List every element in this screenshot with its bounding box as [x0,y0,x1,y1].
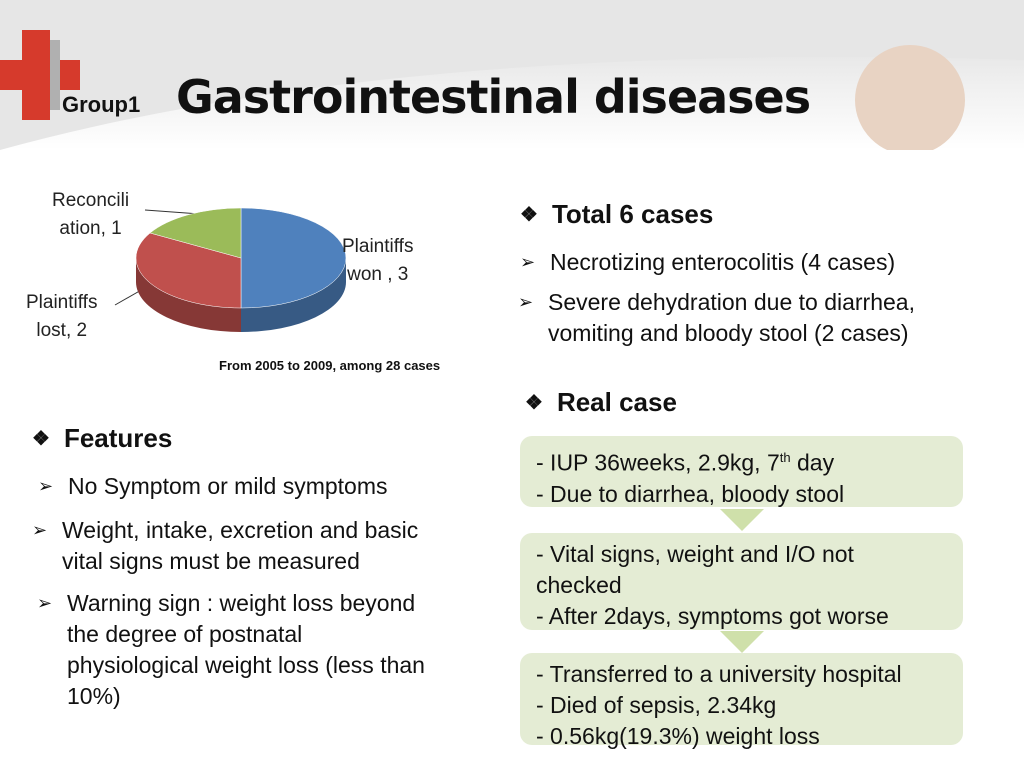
case-box: - IUP 36weeks, 2.9kg, 7th day - Due to di… [520,436,963,507]
pie-label: Plaintiffs won , 3 [342,236,414,285]
case-text: - IUP 36weeks, 2.9kg, 7 [536,449,780,476]
section-heading: Real case [525,387,677,418]
pie-label: Reconcili ation, 1 [52,190,130,239]
case-text: - Due to diarrhea, bloody stool [536,480,845,507]
pie-side [136,258,241,332]
chart-note: From 2005 to 2009, among 28 cases [219,358,441,373]
pie-slice [240,207,347,309]
pie-chart [114,207,347,332]
header-band: Group1 Gastrointestinal diseases [0,0,1024,150]
case-text: - Vital signs, weight and I/O not checke… [536,541,889,629]
flow-arrow [720,631,764,653]
swoosh [0,0,1024,150]
section-heading: Total 6 cases [520,199,713,230]
case-box: - Transferred to a university hospital -… [520,653,963,749]
pie-label: Plaintiffs lost, 2 [26,292,98,341]
bullet: Necrotizing enterocolitis (4 cases) [520,247,895,278]
group-label: Group1 [62,92,141,117]
baby-photo [855,45,965,150]
leader-line [144,209,201,215]
bullet: Weight, intake, excretion and basic vita… [32,515,418,577]
case-text: - Transferred to a university hospital -… [536,661,902,749]
pie-slice [149,207,242,259]
case-box: - Vital signs, weight and I/O not checke… [520,533,963,630]
case-text: th [779,450,791,465]
bullet: No Symptom or mild symptoms [38,471,387,502]
section-heading: Features [32,423,172,454]
logo-cross [0,30,80,120]
header-decoration [0,0,1024,150]
slide-title: Gastrointestinal diseases [176,70,811,124]
bullet: Warning sign : weight loss beyond the de… [37,588,425,712]
flow-arrow [720,509,764,531]
pie-side [241,258,346,332]
case-text: day [790,449,835,476]
pie-slice [135,232,242,309]
bullet: Severe dehydration due to diarrhea, vomi… [518,287,915,349]
